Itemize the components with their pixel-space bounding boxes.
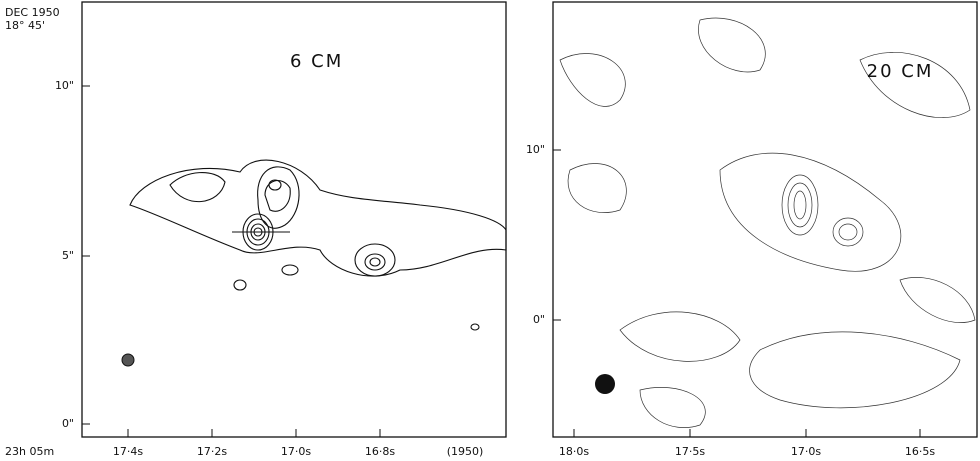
x-tick-label: 17·0s [791,445,821,458]
y-tick-label: 0" [533,313,545,326]
x-tick-label: 18·0s [559,445,589,458]
figure: 6 CM DEC 1950 18° 45' 10" 5" 0" 23h 05m … [0,0,980,461]
x-tick-label: 17·4s [113,445,143,458]
header: 18° 45' [5,19,45,32]
contours-6cm [130,160,506,330]
x-tick-label: 17·0s [281,445,311,458]
y-tick-label: 10" [526,143,545,156]
y-tick-label: 10" [55,79,74,92]
y-tick-label: 5" [62,249,74,262]
panel-title: 20 CM [867,61,934,82]
x-tick-label: (1950) [447,445,484,458]
x-tick-label: 17·2s [197,445,227,458]
panel-title: 6 CM [290,51,343,72]
beam [122,354,134,366]
beam [595,374,615,394]
x-tick-label: 16·5s [905,445,935,458]
ticks [553,150,920,437]
x-tick-label: 17·5s [675,445,705,458]
header: DEC 1950 [5,6,60,19]
x-tick-label: 23h 05m [5,445,54,458]
ticks [82,86,380,437]
x-tick-label: 16·8s [365,445,395,458]
y-tick-label: 0" [62,417,74,430]
